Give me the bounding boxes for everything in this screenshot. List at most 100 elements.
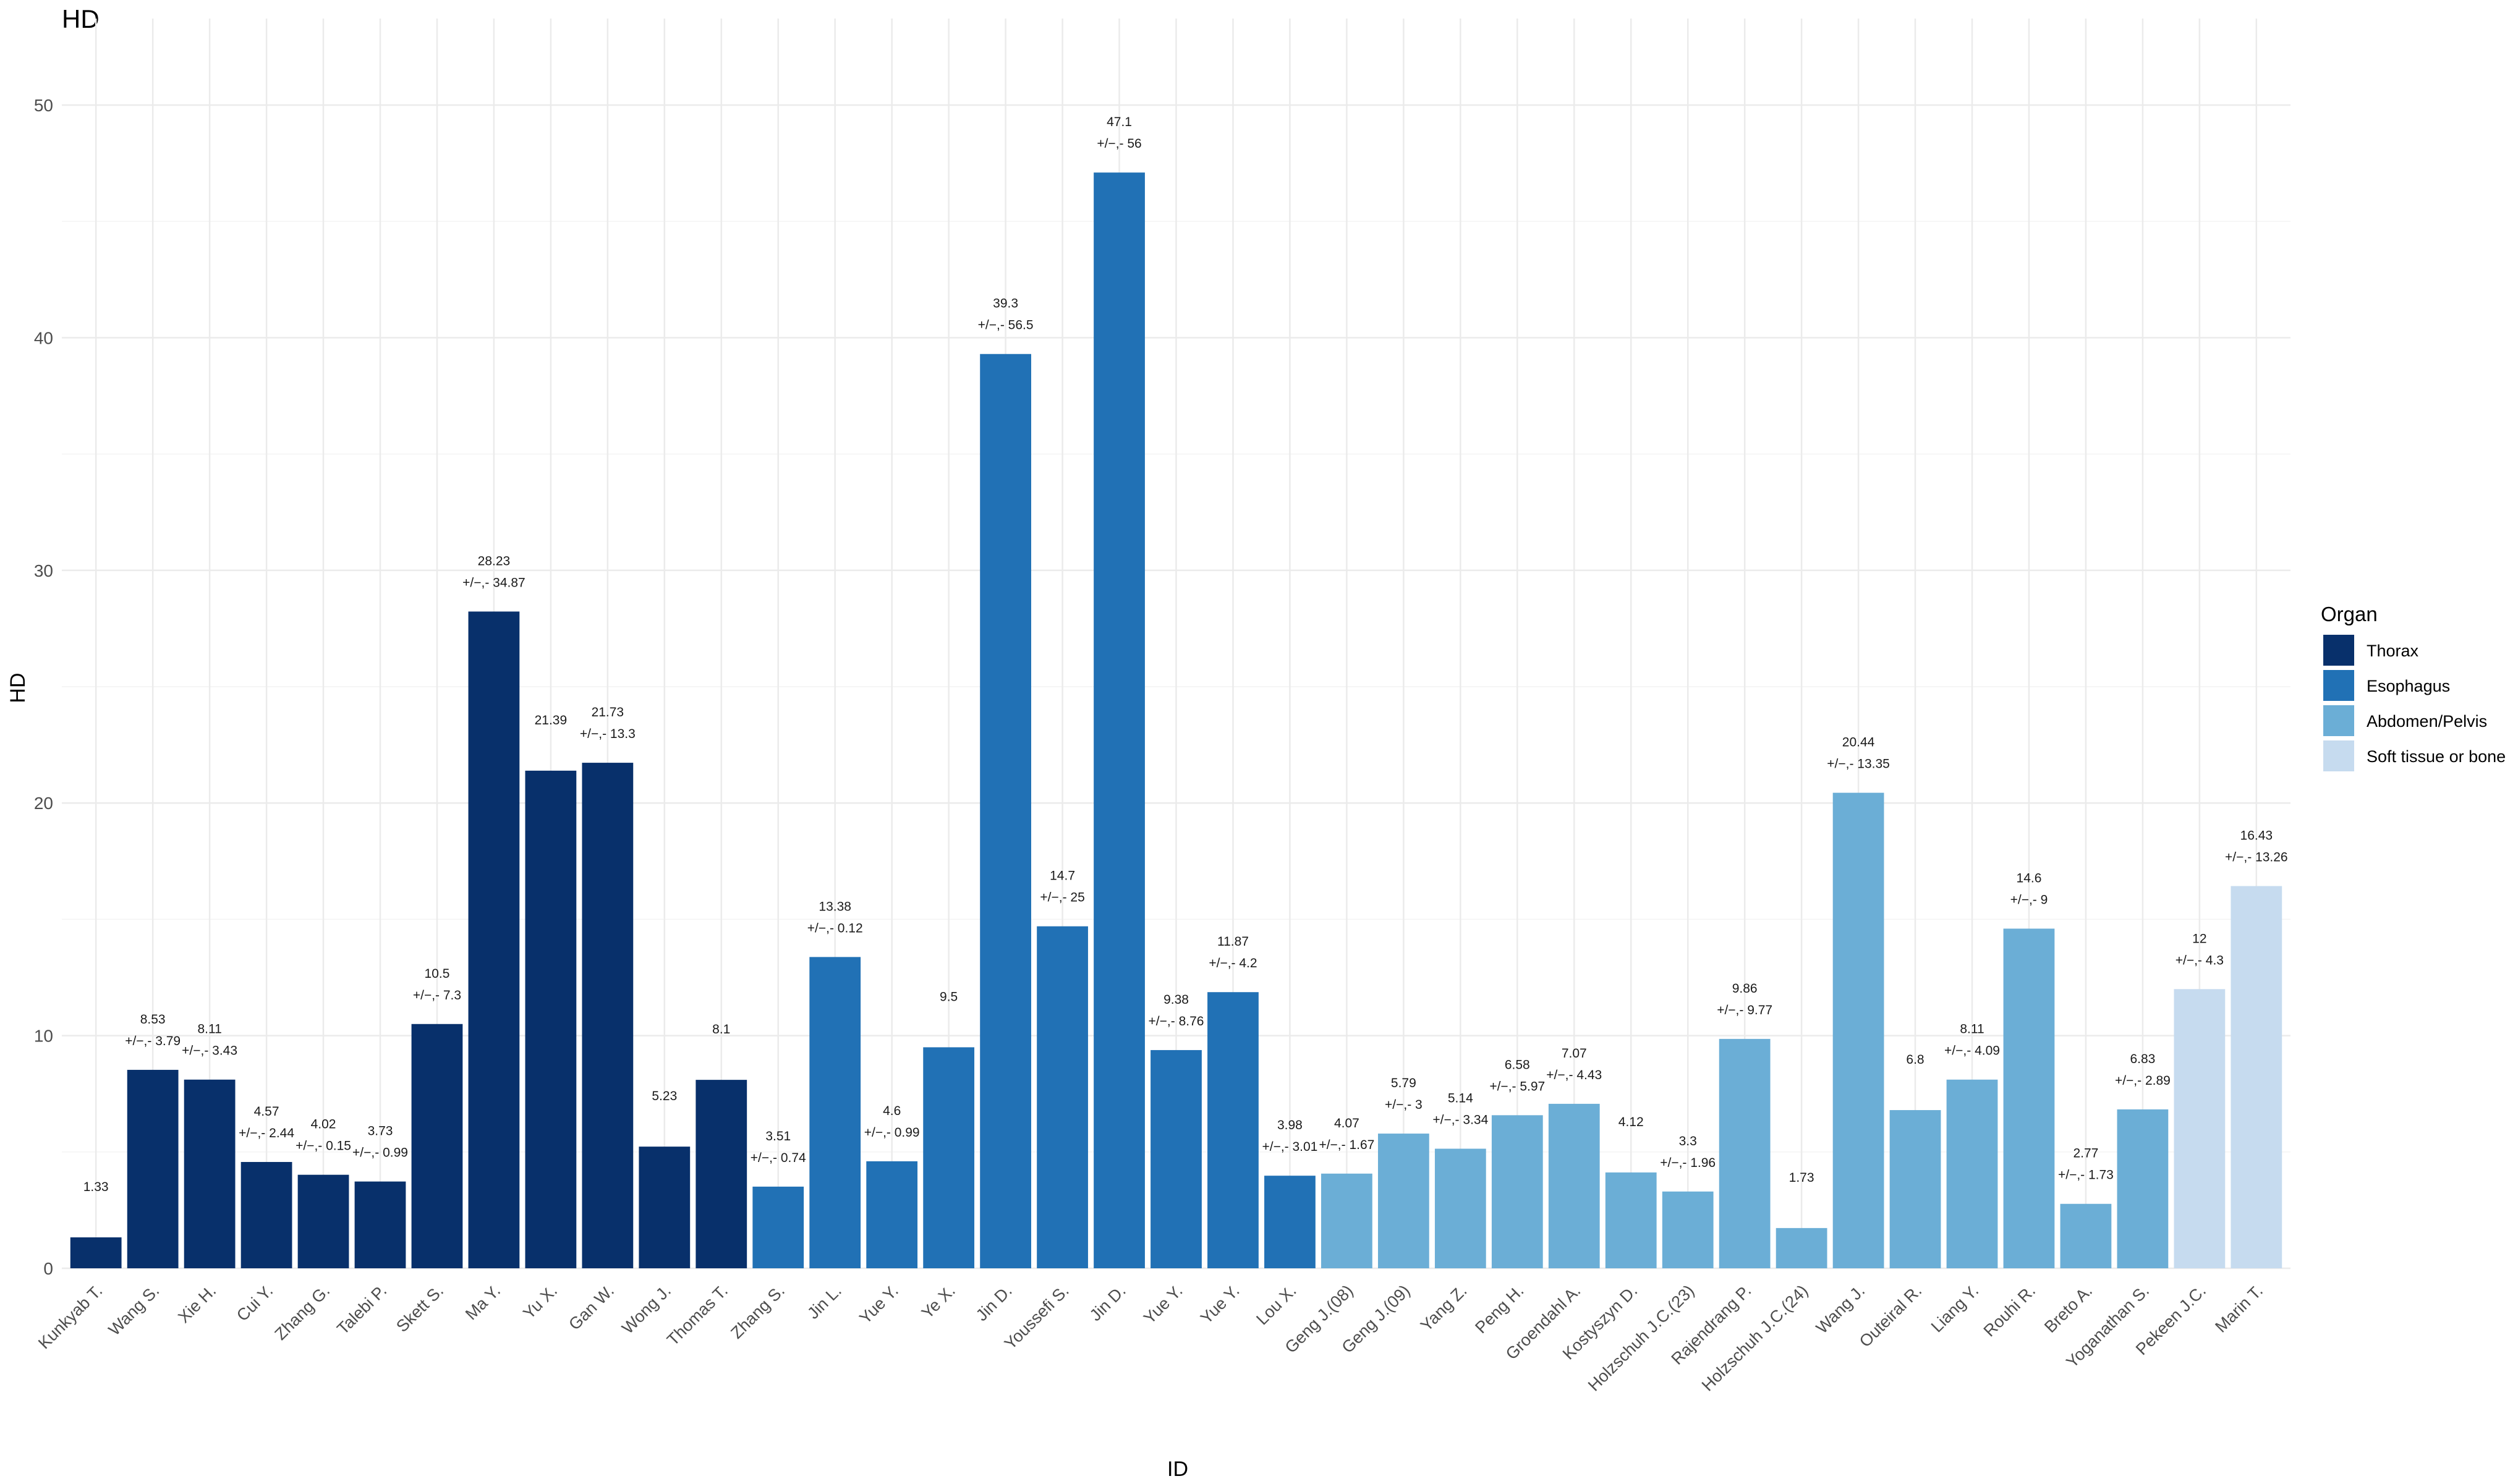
y-axis-ticks: 0 10 20 30 40 50 <box>34 96 53 1278</box>
bar <box>1832 792 1884 1268</box>
legend-label: Thorax <box>2367 642 2419 660</box>
sd-label: +/−,- 5.97 <box>1489 1079 1545 1093</box>
bar <box>1719 1038 1771 1268</box>
value-label: 3.73 <box>368 1124 393 1138</box>
sd-label: +/−,- 34.87 <box>462 575 525 590</box>
sd-label: +/−,- 0.74 <box>751 1151 806 1165</box>
value-label: 39.3 <box>993 297 1018 311</box>
value-label: 4.02 <box>311 1117 336 1132</box>
value-label: 6.8 <box>1906 1053 1924 1067</box>
sd-label: +/−,- 9 <box>2010 893 2048 907</box>
bars <box>70 172 2282 1268</box>
value-label: 13.38 <box>819 899 851 914</box>
value-label: 4.12 <box>1618 1115 1644 1129</box>
bar <box>1321 1173 1372 1268</box>
bar <box>2003 928 2055 1268</box>
sd-label: +/−,- 1.67 <box>1319 1138 1374 1152</box>
bar <box>980 354 1031 1268</box>
sd-label: +/−,- 56.5 <box>978 318 1034 333</box>
sd-label: +/−,- 1.96 <box>1660 1156 1716 1170</box>
legend-swatch <box>2323 740 2354 771</box>
value-label: 6.83 <box>2130 1052 2155 1066</box>
bar <box>2174 989 2226 1268</box>
bar <box>923 1047 975 1268</box>
sd-label: +/−,- 3 <box>1385 1098 1423 1112</box>
sd-label: +/−,- 13.35 <box>1827 757 1890 771</box>
legend-label: Abdomen/Pelvis <box>2367 712 2487 731</box>
bar <box>639 1147 691 1268</box>
sd-label: +/−,- 9.77 <box>1717 1003 1772 1017</box>
value-label: 3.98 <box>1277 1118 1303 1132</box>
bar <box>1434 1148 1486 1268</box>
sd-label: +/−,- 3.01 <box>1262 1140 1317 1154</box>
y-tick-label: 10 <box>34 1027 53 1046</box>
value-label: 5.14 <box>1448 1092 1473 1106</box>
sd-label: +/−,- 1.73 <box>2058 1168 2114 1182</box>
value-label: 21.39 <box>535 713 568 727</box>
value-label: 3.3 <box>1679 1134 1697 1148</box>
bar <box>2231 886 2282 1268</box>
bar <box>695 1080 747 1268</box>
bar <box>411 1024 463 1268</box>
value-label: 7.07 <box>1562 1046 1587 1061</box>
bar <box>127 1069 179 1268</box>
y-tick-label: 0 <box>43 1259 53 1278</box>
bar <box>468 611 520 1268</box>
bar <box>1889 1110 1941 1268</box>
bar <box>525 770 577 1268</box>
value-label: 9.38 <box>1163 993 1189 1007</box>
value-label: 8.53 <box>140 1012 166 1027</box>
sd-label: +/−,- 4.2 <box>1209 956 1257 970</box>
value-label: 6.58 <box>1505 1058 1530 1072</box>
bar <box>866 1161 918 1268</box>
value-label: 14.7 <box>1050 869 1075 883</box>
bar <box>2060 1203 2112 1268</box>
sd-label: +/−,- 3.43 <box>182 1044 237 1058</box>
sd-label: +/−,- 4.43 <box>1546 1068 1602 1082</box>
value-label: 3.51 <box>765 1129 791 1143</box>
value-label: 1.73 <box>1789 1171 1814 1185</box>
legend-label: Esophagus <box>2367 677 2450 695</box>
y-tick-label: 20 <box>34 794 53 813</box>
value-label: 20.44 <box>1842 736 1875 750</box>
sd-label: +/−,- 8.76 <box>1149 1014 1204 1028</box>
y-axis-title: HD <box>6 672 30 703</box>
value-label: 4.6 <box>883 1104 901 1118</box>
value-label: 8.1 <box>712 1022 730 1037</box>
value-label: 47.1 <box>1107 115 1132 129</box>
value-label: 4.07 <box>1334 1116 1359 1130</box>
bar <box>1094 172 1145 1268</box>
value-label: 4.57 <box>254 1105 279 1119</box>
legend-label: Soft tissue or bone <box>2367 747 2506 766</box>
sd-label: +/−,- 0.15 <box>296 1139 351 1153</box>
value-label: 10.5 <box>425 967 450 981</box>
sd-label: +/−,- 2.89 <box>2115 1074 2171 1088</box>
sd-label: +/−,- 4.09 <box>1944 1044 2000 1058</box>
bar <box>240 1161 292 1268</box>
legend: Organ Thorax Esophagus Abdomen/Pelvis Soft … <box>2321 603 2506 771</box>
value-label: 5.79 <box>1391 1076 1416 1090</box>
value-label: 12 <box>2192 931 2206 946</box>
value-label: 28.23 <box>478 554 511 568</box>
sd-label: +/−,- 25 <box>1040 891 1084 905</box>
sd-label: +/−,- 13.26 <box>2225 850 2288 865</box>
bar <box>1662 1191 1714 1268</box>
bar <box>809 957 861 1268</box>
sd-label: +/−,- 7.3 <box>413 988 461 1003</box>
chart-title: HD <box>62 4 100 33</box>
value-label: 5.23 <box>652 1089 677 1103</box>
bar <box>184 1079 236 1268</box>
value-label: 8.11 <box>1960 1022 1984 1037</box>
legend-title: Organ <box>2321 603 2378 625</box>
value-label: 14.6 <box>2017 871 2042 885</box>
bar <box>1491 1115 1543 1268</box>
value-label: 2.77 <box>2073 1147 2098 1161</box>
sd-label: +/−,- 0.99 <box>352 1146 408 1160</box>
y-tick-label: 40 <box>34 328 53 347</box>
legend-swatch <box>2323 705 2354 736</box>
value-label: 16.43 <box>2240 829 2273 843</box>
sd-label: +/−,- 3.79 <box>125 1034 181 1048</box>
bar <box>1946 1079 1998 1268</box>
x-axis-title: ID <box>1167 1457 1188 1481</box>
